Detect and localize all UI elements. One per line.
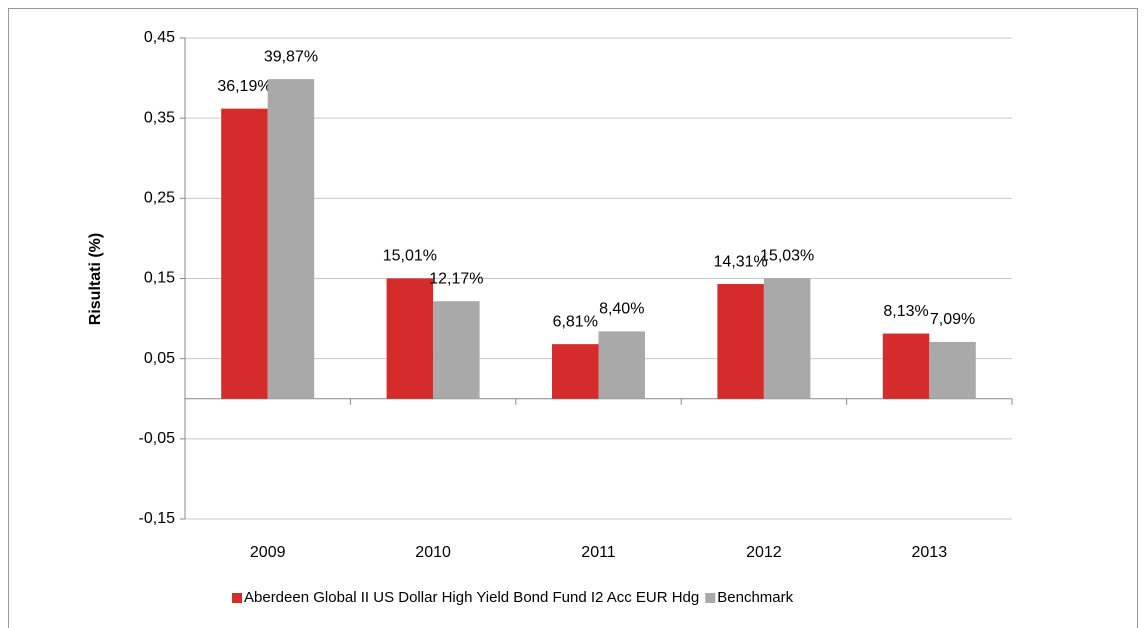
value-label: 15,01% [383, 248, 437, 265]
x-tick-label: 2012 [746, 544, 782, 561]
y-tick-label: 0,15 [144, 270, 175, 287]
value-label: 8,40% [599, 301, 644, 318]
y-tick-label: 0,25 [144, 190, 175, 207]
y-tick-label: 0,45 [144, 29, 175, 46]
legend-label: Aberdeen Global II US Dollar High Yield … [244, 589, 699, 606]
value-label: 14,31% [714, 253, 768, 270]
bar [386, 278, 434, 399]
y-tick-label: -0,05 [139, 430, 176, 447]
bar [717, 284, 764, 399]
bar [763, 278, 811, 399]
bar [433, 301, 480, 399]
value-label: 6,81% [553, 313, 598, 330]
bar [552, 344, 599, 399]
value-label: 12,17% [429, 270, 483, 287]
legend-swatch [232, 593, 242, 603]
y-axis-label: Risultati (%) [87, 233, 104, 325]
y-tick-label: 0,05 [144, 350, 175, 367]
x-tick-label: 2013 [912, 544, 948, 561]
x-tick-label: 2011 [581, 544, 616, 561]
y-tick-label: 0,35 [144, 109, 175, 126]
value-label: 39,87% [264, 48, 318, 65]
bar [267, 79, 315, 399]
x-tick-label: 2010 [415, 544, 451, 561]
x-tick-label: 2009 [250, 544, 286, 561]
bar [882, 333, 930, 399]
y-tick-label: -0,15 [139, 510, 176, 527]
bar [598, 331, 645, 399]
bar [929, 341, 976, 399]
legend-swatch [705, 593, 716, 603]
value-label: 36,19% [217, 78, 271, 95]
value-label: 8,13% [883, 303, 928, 320]
bar [221, 108, 268, 399]
chart-frame [8, 8, 1138, 628]
value-label: 7,09% [930, 311, 975, 328]
legend-label: Benchmark [717, 589, 793, 606]
value-label: 15,03% [760, 247, 814, 264]
